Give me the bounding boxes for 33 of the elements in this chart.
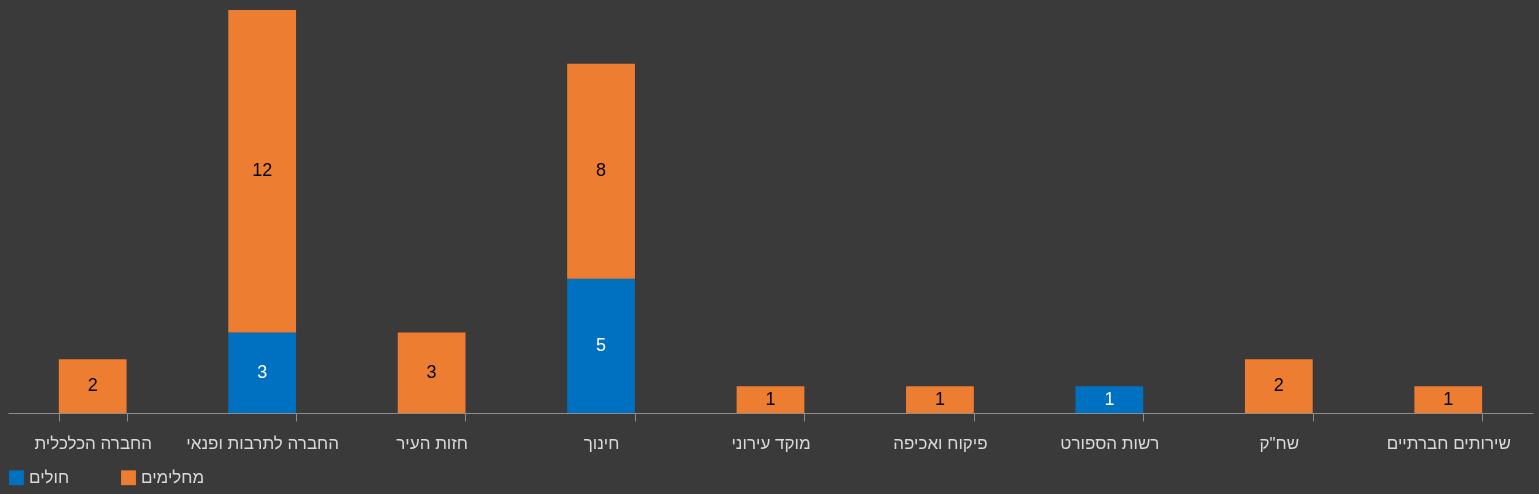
bar: [228, 332, 297, 413]
bar: [736, 386, 805, 413]
x-tick-label: פיקוח ואכיפה: [893, 433, 988, 453]
x-tick-label: רשות הספורט: [1060, 433, 1160, 453]
data-label: 1: [934, 388, 945, 409]
bar: [1244, 359, 1313, 413]
bar: [567, 278, 635, 413]
x-tick-label: מוקד עירוני: [731, 433, 811, 453]
data-label: 1: [1104, 388, 1115, 409]
x-tick-label: שירותים חברתיים: [1386, 433, 1511, 453]
x-tick-label: החברה לתרבות ופנאי: [186, 433, 340, 453]
data-label: 12: [252, 160, 273, 181]
bar: [397, 332, 466, 413]
bar: [906, 386, 974, 413]
bar: [1075, 386, 1144, 413]
data-label: 1: [1443, 388, 1454, 409]
bar: [58, 359, 127, 413]
legend-label: מחלימים: [141, 467, 205, 487]
data-label: 5: [596, 334, 607, 355]
data-label: 3: [257, 361, 268, 382]
data-label: 2: [87, 375, 98, 396]
bar: [567, 63, 635, 279]
x-tick-label: שח"ק: [1259, 433, 1300, 453]
data-label: 3: [426, 361, 437, 382]
data-label: 8: [596, 160, 607, 181]
data-label: 2: [1273, 375, 1284, 396]
x-tick-label: החברה הכלכלית: [34, 433, 153, 453]
bar: [228, 10, 297, 333]
legend-label: חולים: [29, 467, 70, 487]
data-label: 1: [765, 388, 776, 409]
bar: [1414, 386, 1483, 413]
x-tick-label: חזות העיר: [396, 433, 468, 453]
x-tick-label: חינוך: [583, 433, 620, 453]
